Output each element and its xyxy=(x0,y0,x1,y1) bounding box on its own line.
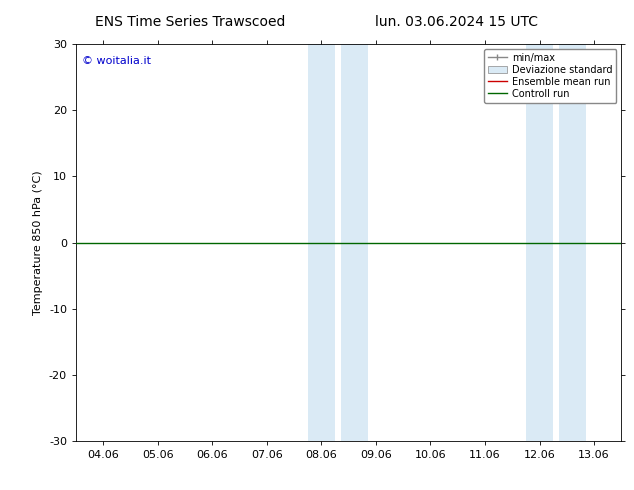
Bar xyxy=(307,44,335,441)
Legend: min/max, Deviazione standard, Ensemble mean run, Controll run: min/max, Deviazione standard, Ensemble m… xyxy=(484,49,616,102)
Bar xyxy=(526,44,553,441)
Text: ENS Time Series Trawscoed: ENS Time Series Trawscoed xyxy=(95,15,285,29)
Bar xyxy=(559,44,586,441)
Y-axis label: Temperature 850 hPa (°C): Temperature 850 hPa (°C) xyxy=(34,170,43,315)
Bar xyxy=(340,44,368,441)
Text: lun. 03.06.2024 15 UTC: lun. 03.06.2024 15 UTC xyxy=(375,15,538,29)
Text: © woitalia.it: © woitalia.it xyxy=(82,56,150,66)
